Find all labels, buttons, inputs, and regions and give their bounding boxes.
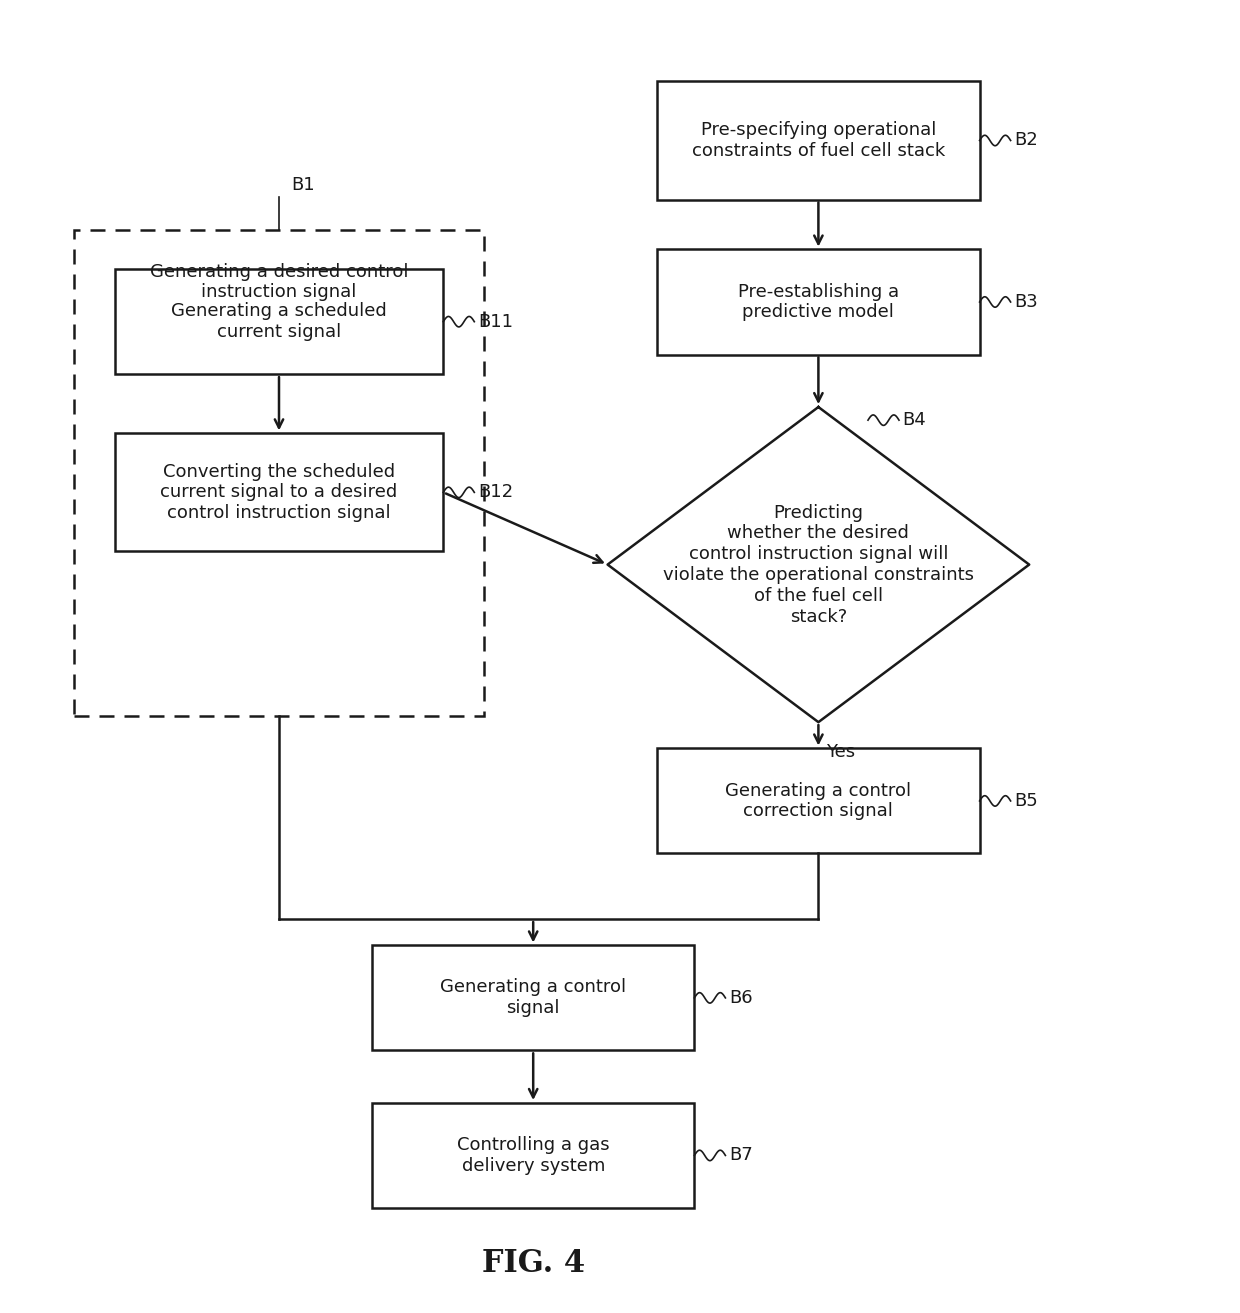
Text: B2: B2: [1014, 131, 1038, 150]
Text: B7: B7: [729, 1146, 753, 1165]
Text: B1: B1: [291, 176, 315, 194]
Text: Generating a scheduled
current signal: Generating a scheduled current signal: [171, 302, 387, 341]
Bar: [372, 945, 694, 1050]
Text: B5: B5: [1014, 792, 1038, 810]
Text: Generating a control
correction signal: Generating a control correction signal: [725, 781, 911, 821]
Text: Predicting
whether the desired
control instruction signal will
violate the opera: Predicting whether the desired control i…: [663, 504, 973, 625]
Text: FIG. 4: FIG. 4: [481, 1247, 585, 1279]
Bar: [657, 748, 980, 853]
Bar: [114, 269, 444, 374]
Text: Converting the scheduled
current signal to a desired
control instruction signal: Converting the scheduled current signal …: [160, 462, 398, 523]
Text: Pre-establishing a
predictive model: Pre-establishing a predictive model: [738, 282, 899, 322]
Text: Pre-specifying operational
constraints of fuel cell stack: Pre-specifying operational constraints o…: [692, 121, 945, 160]
Text: B12: B12: [479, 483, 513, 502]
Bar: [114, 433, 444, 551]
Text: B3: B3: [1014, 293, 1038, 311]
Bar: [657, 249, 980, 355]
Text: Controlling a gas
delivery system: Controlling a gas delivery system: [456, 1136, 610, 1175]
Text: Yes: Yes: [826, 743, 856, 762]
Bar: [74, 230, 484, 716]
Text: Generating a control
signal: Generating a control signal: [440, 978, 626, 1018]
Text: B4: B4: [903, 411, 926, 429]
Polygon shape: [608, 407, 1029, 722]
Bar: [372, 1103, 694, 1208]
Text: B6: B6: [729, 989, 753, 1007]
Text: Generating a desired control
instruction signal: Generating a desired control instruction…: [150, 263, 408, 302]
Text: B11: B11: [479, 312, 513, 331]
Bar: [657, 81, 980, 200]
